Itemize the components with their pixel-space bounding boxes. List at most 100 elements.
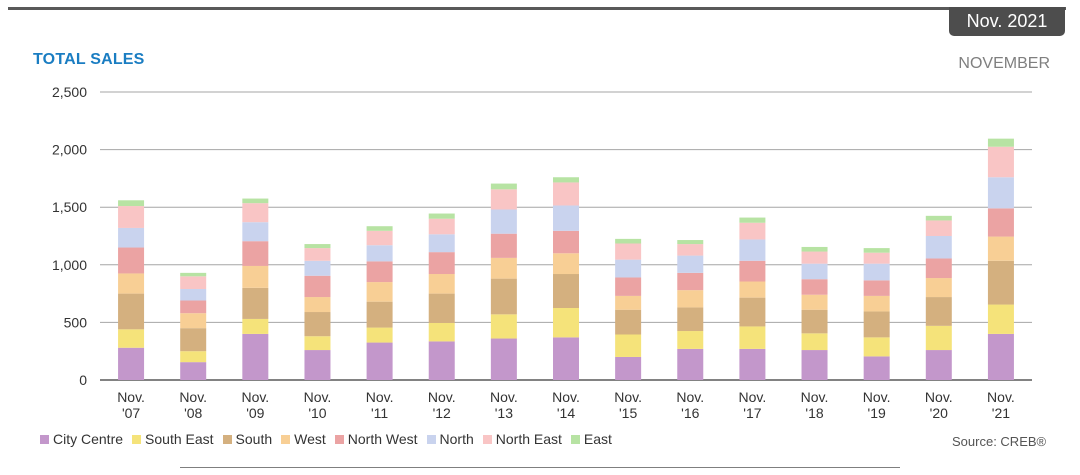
x-tick-label: Nov. <box>552 389 580 405</box>
bar-segment <box>677 255 704 273</box>
bar-segment <box>615 259 642 278</box>
bar-segment <box>366 230 393 246</box>
bar-segment <box>180 288 207 301</box>
bar-segment <box>801 251 828 264</box>
legend-label: South East <box>145 431 214 447</box>
bar-segment <box>615 334 642 357</box>
bar-segment <box>801 333 828 351</box>
bar-segment <box>553 182 579 206</box>
bar-segment <box>987 177 1014 209</box>
x-tick-label: '21 <box>992 405 1010 421</box>
x-tick-label: '16 <box>681 405 699 421</box>
x-tick-label: Nov. <box>614 389 642 405</box>
bar-segment <box>987 333 1014 380</box>
bar-segment <box>677 272 704 291</box>
chart-subtitle: NOVEMBER <box>958 55 1050 72</box>
bar-segment <box>553 230 579 254</box>
bar-segment <box>677 348 704 380</box>
legend-item: West <box>281 431 326 447</box>
legend-swatch <box>40 434 49 444</box>
bar-segment <box>304 260 331 276</box>
bar-segment <box>801 350 828 380</box>
x-tick-label: Nov. <box>241 389 269 405</box>
bar-segment <box>553 308 579 338</box>
bar-segment <box>366 342 393 380</box>
x-tick-label: Nov. <box>428 389 456 405</box>
y-axis-ticks: 0 500 1,000 1,500 2,000 2,500 <box>52 84 87 388</box>
bar-segment <box>242 203 269 223</box>
legend-swatch <box>222 434 232 444</box>
bar-segment <box>801 279 828 295</box>
bar-segment <box>553 337 579 380</box>
legend-swatch <box>334 434 344 444</box>
x-tick-label: Nov. <box>925 389 953 405</box>
legend-label: North <box>439 431 474 447</box>
bar-segment <box>304 275 331 298</box>
bar-segment <box>925 350 952 380</box>
bar-segment <box>118 293 145 330</box>
bar-segment <box>863 248 890 253</box>
legend-label: East <box>583 431 612 447</box>
bar-segment <box>490 189 517 210</box>
legend-label: West <box>294 431 326 447</box>
bar-segment <box>242 333 269 380</box>
bar-segment <box>304 336 331 351</box>
legend-swatch <box>482 434 492 444</box>
bar-segment <box>987 304 1014 334</box>
bar-segment <box>118 329 145 348</box>
bar-segment <box>863 337 890 357</box>
bar-segment <box>304 244 331 249</box>
bar-segment <box>987 236 1014 261</box>
bar-segment <box>739 297 766 327</box>
chart-legend: City Centre South East South West North West… <box>40 430 621 448</box>
bar-segment <box>863 252 890 264</box>
bar-segment <box>739 222 766 240</box>
bar-segment <box>242 241 269 266</box>
bottom-divider <box>180 467 900 468</box>
x-tick-label: '11 <box>371 405 388 421</box>
x-tick-label: '09 <box>246 405 264 421</box>
bar-segment <box>490 257 517 279</box>
x-tick-label: '15 <box>619 405 637 421</box>
bar-segment <box>677 244 704 256</box>
bar-segment <box>180 276 207 289</box>
bar-segment <box>366 282 393 302</box>
x-tick-label: Nov. <box>179 389 207 405</box>
legend-item: North West <box>334 431 418 447</box>
bar-segment <box>677 307 704 332</box>
bar-segment <box>925 220 952 236</box>
bar-segment <box>118 273 145 294</box>
bar-segment <box>739 260 766 282</box>
bar-segment <box>863 263 890 281</box>
bar-segment <box>739 281 766 298</box>
bar-segment <box>677 331 704 349</box>
bar-segment <box>553 177 579 183</box>
bar-segment <box>304 297 331 313</box>
x-tick-label: Nov. <box>987 389 1015 405</box>
bar-segment <box>242 287 269 319</box>
bar-segment <box>180 300 207 314</box>
bar-segment <box>490 233 517 258</box>
y-tick-label: 2,500 <box>52 84 87 100</box>
y-tick-label: 2,000 <box>52 142 87 158</box>
bar-segment <box>490 183 517 190</box>
legend-label: South <box>235 431 273 447</box>
bar-segment <box>118 227 145 248</box>
x-tick-label: '08 <box>184 405 202 421</box>
bar-segment <box>428 218 455 235</box>
bar-segment <box>366 327 393 343</box>
bar-segment <box>180 328 207 352</box>
x-tick-label: Nov. <box>676 389 704 405</box>
legend-item: South East <box>132 431 214 447</box>
period-badge: Nov. 2021 <box>949 7 1065 36</box>
bar-segment <box>366 301 393 328</box>
bar-segment <box>863 280 890 296</box>
bar-segment <box>490 338 517 380</box>
bar-segment <box>490 314 517 339</box>
bar-segment <box>863 295 890 312</box>
bar-segment <box>242 222 269 242</box>
bar-segment <box>863 356 890 380</box>
bar-segment <box>739 326 766 349</box>
bar-segment <box>180 351 207 363</box>
